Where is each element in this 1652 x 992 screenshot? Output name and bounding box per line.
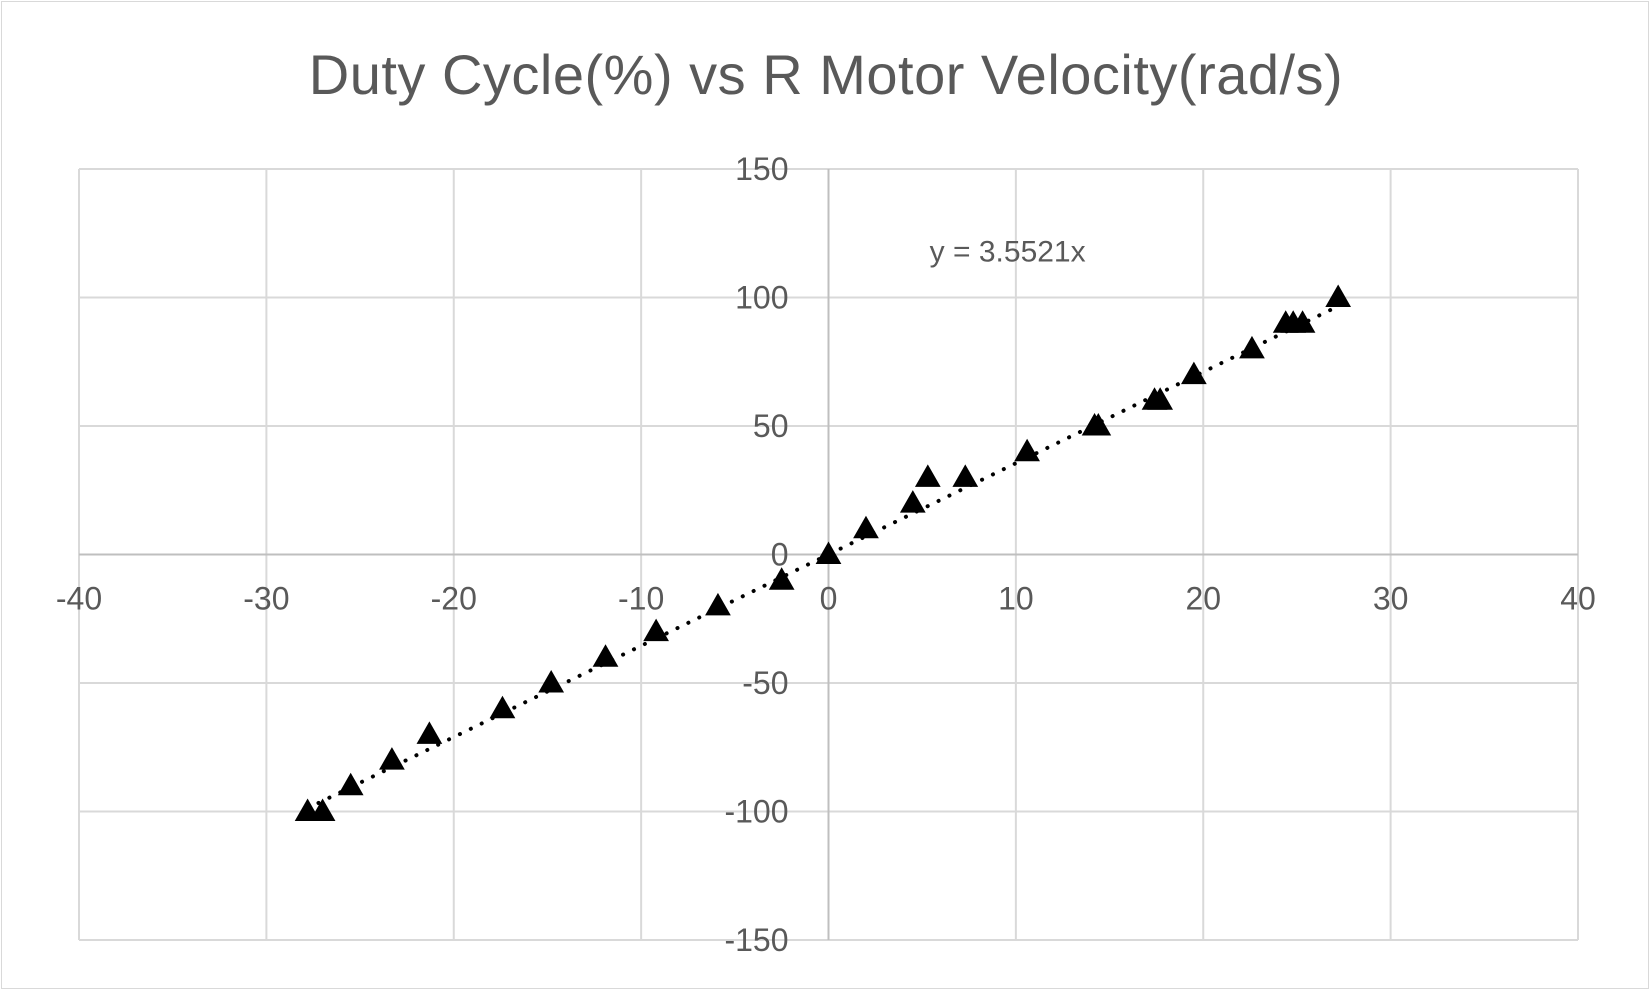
trendline-equation: y = 3.5521x [930, 236, 1086, 269]
y-tick-label: -150 [724, 922, 788, 958]
y-tick-label: 100 [735, 280, 788, 316]
x-tick-label: -40 [56, 581, 102, 617]
x-tick-label: 20 [1185, 581, 1221, 617]
data-point [1325, 284, 1352, 307]
y-tick-label: 50 [753, 408, 789, 444]
trendline-line [305, 304, 1341, 811]
data-point [899, 490, 926, 513]
data-point [416, 721, 443, 744]
data-point [1085, 412, 1112, 436]
data-point [538, 669, 565, 693]
chart-title: Duty Cycle(%) vs R Motor Velocity(rad/s) [308, 43, 1344, 106]
tick-labels: -40 -30 -20 -10 0 10 20 30 40-150-100-5005010015… [56, 151, 1596, 958]
y-tick-label: -50 [742, 665, 788, 701]
annotations: y = 3.5521x [930, 236, 1086, 269]
trendline [305, 304, 1341, 811]
x-tick-label: -30 [243, 581, 289, 617]
x-tick-label: 30 [1373, 581, 1409, 617]
data-point [1147, 387, 1174, 410]
y-tick-label: 150 [735, 151, 788, 187]
data-point [768, 567, 795, 590]
data-point [1181, 361, 1207, 385]
y-tick-label: 0 [771, 537, 789, 573]
data-markers [294, 284, 1352, 821]
data-point [337, 772, 364, 796]
x-tick-label: -10 [618, 581, 664, 617]
data-point [952, 464, 979, 487]
x-tick-label: -20 [431, 581, 477, 617]
x-tick-label: 40 [1560, 581, 1596, 617]
data-point [914, 464, 941, 487]
data-point [705, 592, 731, 616]
y-tick-label: -100 [724, 794, 788, 830]
data-point [1014, 438, 1040, 462]
data-point [643, 618, 669, 642]
data-point [1239, 335, 1265, 359]
data-point [592, 644, 619, 667]
data-point [853, 515, 879, 539]
data-point [309, 798, 336, 821]
data-point [379, 747, 405, 770]
data-point [815, 541, 842, 564]
data-point [489, 695, 516, 719]
data-point [1289, 310, 1316, 333]
x-tick-label: 10 [998, 581, 1034, 617]
x-tick-label: 0 [820, 581, 838, 617]
